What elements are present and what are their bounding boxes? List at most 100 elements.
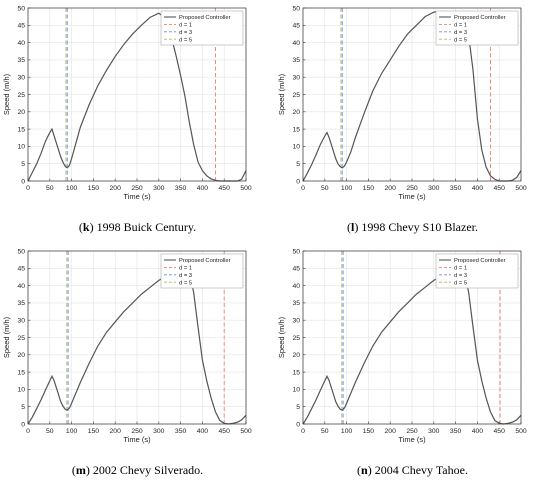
axes-frame bbox=[27, 7, 247, 182]
y-tick-label: 35 bbox=[17, 300, 25, 307]
y-tick-label: 40 bbox=[292, 283, 300, 290]
x-tick-label: 150 bbox=[363, 185, 375, 192]
legend: Proposed Controller d = 1d = 3d = 5 bbox=[160, 253, 244, 289]
y-tick-label: 40 bbox=[17, 283, 25, 290]
x-tick-label: 350 bbox=[450, 428, 462, 435]
y-tick-label: 30 bbox=[17, 318, 25, 325]
legend-label: Proposed Controller bbox=[454, 15, 506, 21]
caption-n: (n) 2004 Chevy Tahoe. bbox=[357, 463, 468, 477]
y-tick-label: 0 bbox=[296, 421, 300, 428]
x-tick-label: 350 bbox=[175, 185, 187, 192]
y-tick-label: 0 bbox=[21, 421, 25, 428]
y-tick-label: 10 bbox=[292, 387, 300, 394]
x-tick-label: 100 bbox=[66, 428, 78, 435]
y-axis-label: Speed (m/h) bbox=[2, 73, 11, 115]
legend-label: d = 3 bbox=[179, 30, 192, 36]
chart-chevy-silverado: 0 50 100 150 200 250 300 350 400 450 500 0 5 10 15 20 25… bbox=[2, 248, 252, 444]
x-tick-label: 0 bbox=[26, 185, 30, 192]
caption-letter: k bbox=[82, 220, 90, 234]
series-line-proposed-controller bbox=[27, 265, 247, 425]
series-line-proposed-controller bbox=[302, 265, 522, 425]
x-tick-label: 500 bbox=[515, 428, 527, 435]
x-tick-label: 0 bbox=[26, 428, 30, 435]
x-tick-label: 50 bbox=[321, 428, 329, 435]
x-tick-label: 400 bbox=[197, 185, 209, 192]
y-tick-label: 20 bbox=[17, 109, 25, 116]
y-tick-label: 50 bbox=[292, 248, 300, 255]
y-tick-label: 5 bbox=[21, 404, 25, 411]
y-tick-label: 40 bbox=[292, 40, 300, 47]
y-axis-label: Speed (m/h) bbox=[277, 73, 286, 115]
axes-frame bbox=[302, 7, 522, 182]
legend-label: d = 3 bbox=[454, 30, 467, 36]
caption-letter: n bbox=[361, 463, 368, 477]
y-axis-label: Speed (m/h) bbox=[2, 316, 11, 358]
axes-frame bbox=[302, 250, 522, 425]
legend-label: d = 5 bbox=[454, 37, 467, 43]
y-tick-label: 20 bbox=[17, 352, 25, 359]
x-tick-label: 150 bbox=[88, 185, 100, 192]
x-tick-label: 300 bbox=[153, 428, 165, 435]
x-tick-label: 450 bbox=[219, 185, 231, 192]
legend-label: Proposed Controller bbox=[179, 15, 231, 21]
x-tick-label: 500 bbox=[515, 185, 527, 192]
y-tick-label: 10 bbox=[17, 387, 25, 394]
x-axis-label: Time (s) bbox=[123, 192, 151, 201]
y-tick-label: 15 bbox=[292, 369, 300, 376]
legend-label: Proposed Controller bbox=[179, 258, 231, 264]
y-tick-label: 0 bbox=[296, 178, 300, 185]
legend-label: d = 5 bbox=[454, 280, 467, 286]
legend-label: Proposed Controller bbox=[454, 258, 506, 264]
legend: Proposed Controller d = 1d = 3d = 5 bbox=[435, 253, 519, 289]
caption-text: 1998 Buick Century. bbox=[96, 220, 197, 234]
x-tick-label: 500 bbox=[240, 428, 252, 435]
legend-label: d = 5 bbox=[179, 280, 192, 286]
y-tick-label: 25 bbox=[292, 335, 300, 342]
y-axis-label: Speed (m/h) bbox=[277, 316, 286, 358]
y-tick-label: 15 bbox=[17, 369, 25, 376]
caption-text: 2002 Chevy Silverado. bbox=[92, 463, 204, 477]
x-tick-label: 250 bbox=[131, 185, 143, 192]
x-tick-label: 200 bbox=[110, 428, 122, 435]
x-tick-label: 350 bbox=[175, 428, 187, 435]
x-tick-label: 450 bbox=[494, 185, 506, 192]
y-tick-label: 30 bbox=[292, 75, 300, 82]
caption-m: (m) 2002 Chevy Silverado. bbox=[71, 463, 204, 477]
y-tick-label: 35 bbox=[292, 57, 300, 64]
legend: Proposed Controller d = 1d = 3d = 5 bbox=[160, 10, 244, 46]
caption-l: (l) 1998 Chevy S10 Blazer. bbox=[347, 220, 478, 234]
chart-chevy-tahoe: 0 50 100 150 200 250 300 350 400 450 500 0 5 10 15 20 25… bbox=[277, 248, 527, 444]
y-tick-label: 25 bbox=[17, 92, 25, 99]
x-axis-label: Time (s) bbox=[123, 435, 151, 444]
x-tick-label: 350 bbox=[450, 185, 462, 192]
x-tick-label: 100 bbox=[66, 185, 78, 192]
x-tick-label: 0 bbox=[301, 428, 305, 435]
caption-letter: m bbox=[75, 463, 86, 477]
y-tick-label: 40 bbox=[17, 40, 25, 47]
y-tick-label: 45 bbox=[17, 23, 25, 30]
x-tick-label: 400 bbox=[197, 428, 209, 435]
x-tick-label: 200 bbox=[385, 185, 397, 192]
y-tick-label: 10 bbox=[17, 144, 25, 151]
y-tick-label: 20 bbox=[292, 109, 300, 116]
legend-label: d = 1 bbox=[454, 23, 467, 29]
y-tick-label: 50 bbox=[292, 5, 300, 12]
x-tick-label: 100 bbox=[341, 185, 353, 192]
x-tick-label: 0 bbox=[301, 185, 305, 192]
x-tick-label: 250 bbox=[131, 428, 143, 435]
y-tick-label: 45 bbox=[292, 266, 300, 273]
series-line-proposed-controller bbox=[27, 12, 247, 182]
y-tick-label: 15 bbox=[17, 126, 25, 133]
x-tick-label: 300 bbox=[428, 428, 440, 435]
x-tick-label: 500 bbox=[240, 185, 252, 192]
x-tick-label: 450 bbox=[494, 428, 506, 435]
y-tick-label: 25 bbox=[17, 335, 25, 342]
x-tick-label: 200 bbox=[385, 428, 397, 435]
x-tick-label: 300 bbox=[428, 185, 440, 192]
legend-label: d = 3 bbox=[179, 273, 192, 279]
x-tick-label: 250 bbox=[406, 428, 418, 435]
legend-label: d = 3 bbox=[454, 273, 467, 279]
chart-buick-century: 0 50 100 150 200 250 300 350 400 450 500 0 5 10 15 20 25… bbox=[2, 5, 252, 201]
y-tick-label: 30 bbox=[292, 318, 300, 325]
legend-label: d = 1 bbox=[179, 266, 192, 272]
